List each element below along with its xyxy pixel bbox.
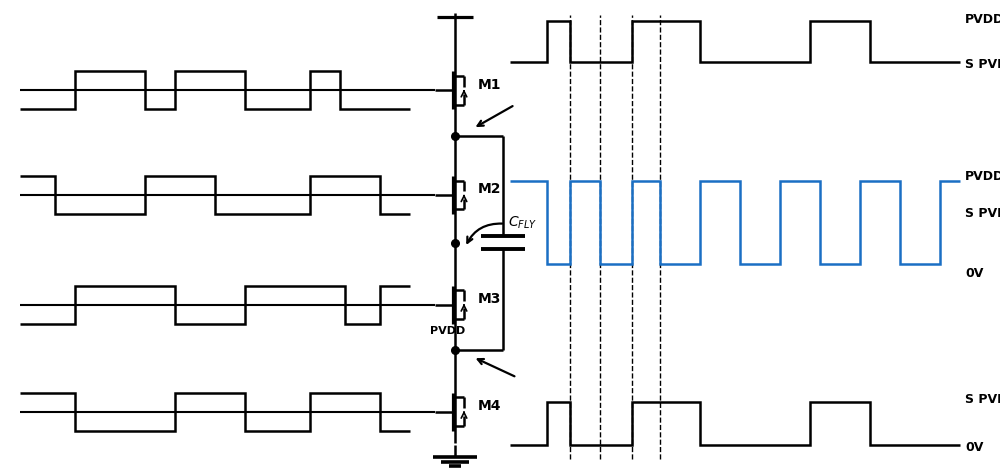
- Text: S PVDD: S PVDD: [965, 58, 1000, 71]
- Text: 0V: 0V: [965, 441, 983, 454]
- Text: PVDD: PVDD: [965, 169, 1000, 183]
- Text: M1: M1: [478, 78, 502, 92]
- Text: S PVDD: S PVDD: [965, 207, 1000, 219]
- Text: M2: M2: [478, 182, 502, 197]
- Text: $C_{FLY}$: $C_{FLY}$: [508, 215, 537, 231]
- Text: S PVDD: S PVDD: [965, 393, 1000, 407]
- Text: M3: M3: [478, 292, 501, 306]
- Text: PVDD: PVDD: [430, 326, 465, 336]
- Text: PVDD: PVDD: [965, 12, 1000, 26]
- Text: 0V: 0V: [965, 267, 983, 280]
- Text: M4: M4: [478, 399, 502, 413]
